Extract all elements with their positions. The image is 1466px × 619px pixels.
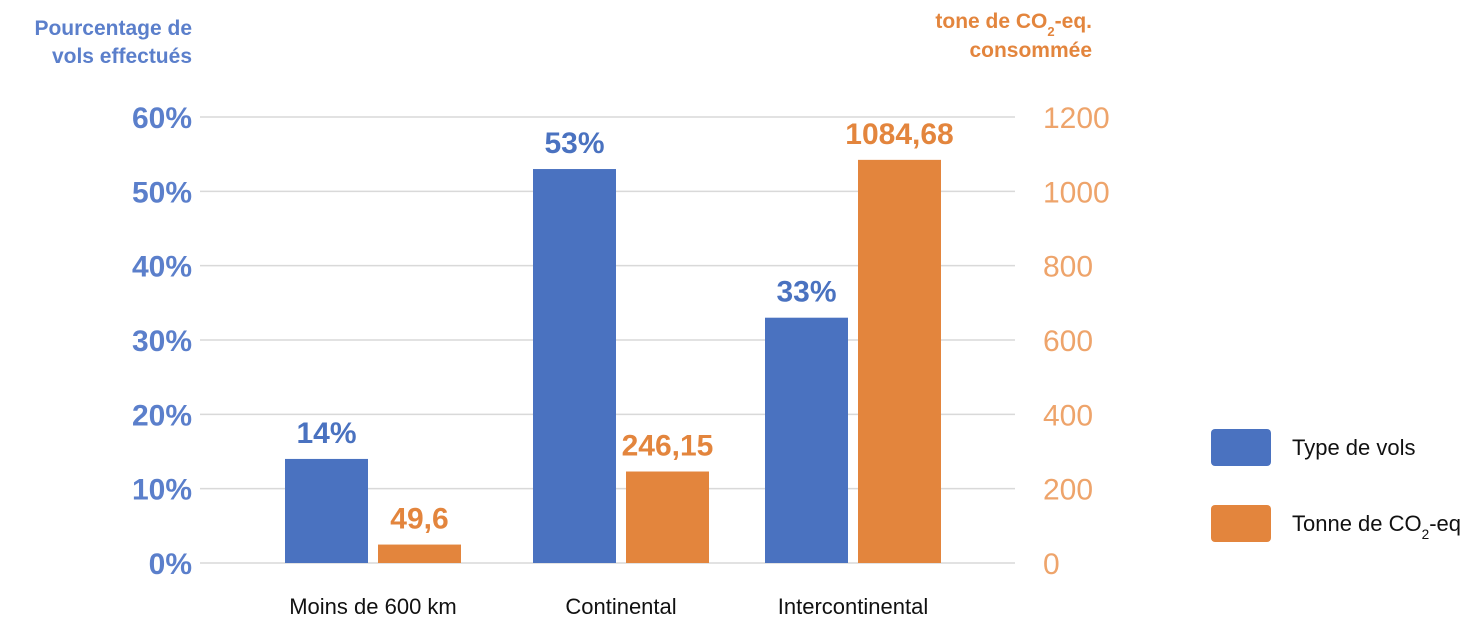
y-right-tick-label: 200 — [1043, 474, 1093, 507]
data-label-type-de-vols: 14% — [296, 417, 356, 450]
bar-tonne-co2 — [858, 159, 941, 563]
x-category-label: Continental — [565, 594, 676, 619]
y-left-axis-title: vols effectués — [52, 45, 192, 68]
legend: Type de vols Tonne de CO2-eq — [1211, 429, 1461, 542]
x-category-label: Moins de 600 km — [289, 594, 457, 619]
y-right-axis-title: tone de CO2-eq. — [935, 10, 1092, 39]
y-right-tick-label: 1200 — [1043, 102, 1110, 135]
legend-swatch — [1211, 429, 1271, 466]
bar-layer — [285, 159, 941, 564]
legend-swatch — [1211, 505, 1271, 542]
y-right-tick-label: 1000 — [1043, 176, 1110, 209]
bar-type-de-vols — [533, 169, 616, 564]
data-label-type-de-vols: 33% — [776, 276, 836, 309]
y-left-tick-label: 10% — [132, 474, 192, 507]
bar-tonne-co2 — [626, 471, 709, 563]
y-left-tick-label: 20% — [132, 399, 192, 432]
data-label-tonne-co2: 49,6 — [390, 503, 448, 536]
data-label-tonne-co2: 1084,68 — [845, 118, 953, 151]
y-left-tick-label: 0% — [149, 548, 192, 581]
y-right-tick-label: 600 — [1043, 325, 1093, 358]
y-left-tick-label: 40% — [132, 251, 192, 284]
legend-label: Type de vols — [1292, 435, 1416, 460]
data-label-type-de-vols: 53% — [544, 127, 604, 160]
y-left-axis-title: Pourcentage de — [34, 17, 192, 40]
y-left-tick-label: 60% — [132, 102, 192, 135]
bar-tonne-co2 — [378, 544, 461, 563]
bar-type-de-vols — [765, 317, 848, 563]
y-left-tick-label: 50% — [132, 176, 192, 209]
data-label-tonne-co2: 246,15 — [622, 430, 714, 463]
legend-label: Tonne de CO2-eq — [1292, 511, 1461, 542]
x-category-label: Intercontinental — [778, 594, 928, 619]
y-left-tick-label: 30% — [132, 325, 192, 358]
bar-type-de-vols — [285, 458, 368, 563]
y-right-axis-title: consommée — [969, 39, 1092, 62]
text-layer: 0% 10% 20% 30% 40% 50% 60% 0 200 400 600 800 1000 120… — [34, 10, 1109, 619]
y-right-tick-label: 800 — [1043, 251, 1093, 284]
y-right-tick-label: 0 — [1043, 548, 1060, 581]
y-right-tick-label: 400 — [1043, 399, 1093, 432]
